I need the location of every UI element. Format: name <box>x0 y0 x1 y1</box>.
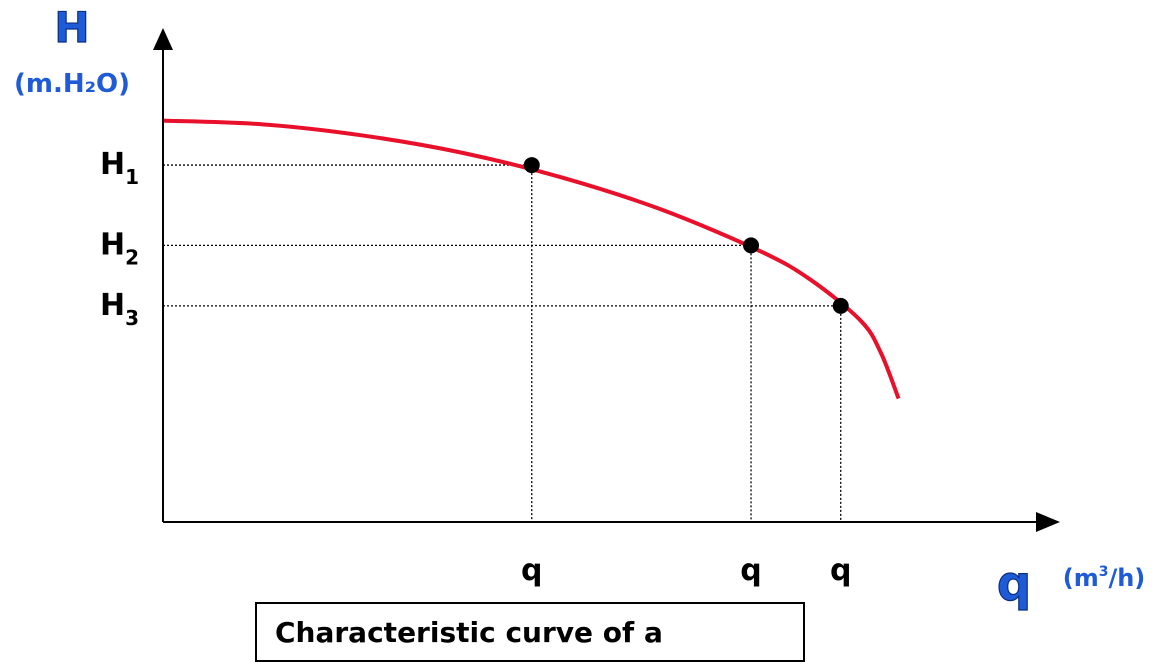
pump-characteristic-chart: H (m.H₂O) q (m3/h) H1 q H2 q H3 q <box>14 2 1146 612</box>
x-axis-symbol: q <box>997 556 1031 612</box>
x-axis-unit-superscript: 3 <box>1099 564 1109 580</box>
point-labels: H1 q H2 q H3 q <box>100 147 851 588</box>
pump-curve-line <box>162 118 901 400</box>
operating-point-1 <box>523 157 540 174</box>
operating-points <box>523 157 849 314</box>
operating-point-3 <box>832 297 849 314</box>
h-label-2: H2 <box>100 227 139 269</box>
h-label-3: H3 <box>100 288 139 330</box>
x-axis-unit: (m3/h) <box>1063 564 1146 592</box>
x-axis-arrowhead <box>1036 512 1060 532</box>
operating-point-2 <box>743 237 760 254</box>
caption-text: Characteristic curve of a <box>275 616 663 649</box>
q-label-3: q <box>830 553 851 588</box>
q-label-2: q <box>740 553 761 588</box>
dotted-guide-lines <box>163 164 842 522</box>
caption-box: Characteristic curve of a <box>255 602 805 662</box>
x-axis-unit-suffix: /h) <box>1108 564 1145 592</box>
x-axis-unit-prefix: (m <box>1063 564 1099 592</box>
h-label-1: H1 <box>100 147 139 189</box>
y-axis-unit: (m.H₂O) <box>14 69 130 99</box>
y-axis-arrowhead <box>153 28 173 50</box>
q-label-1: q <box>521 553 542 588</box>
y-axis-symbol: H <box>54 3 89 52</box>
